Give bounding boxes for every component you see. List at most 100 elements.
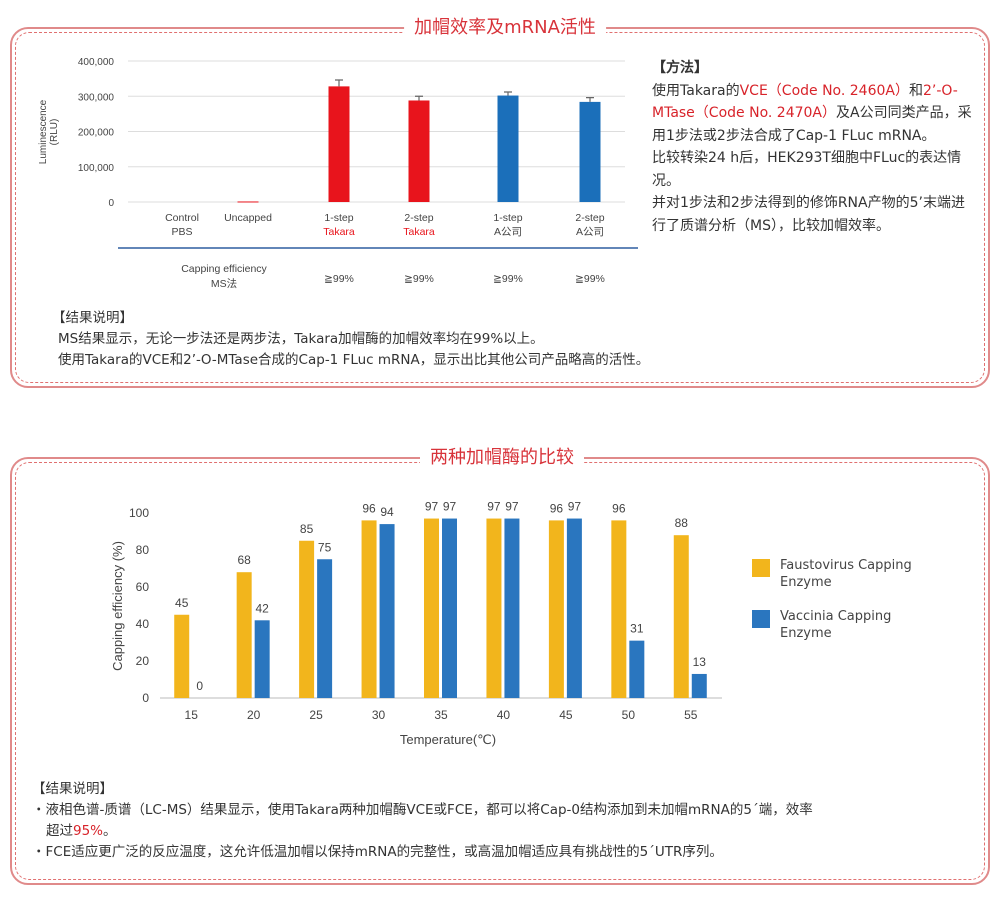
method-p2: 比较转染24 h后，HEK293T细胞中FLuc的表达情况。 [652, 150, 962, 189]
data-label: 97 [568, 500, 582, 514]
x-tick-label: 30 [372, 708, 386, 722]
y-tick-label: 60 [136, 580, 150, 594]
data-label: 0 [196, 679, 203, 693]
x-tick-label: 45 [559, 708, 573, 722]
text: 。 [103, 823, 117, 839]
legend-label: Faustovirus Capping [780, 558, 912, 573]
y-tick-label: 20 [136, 654, 150, 668]
results-heading: 【结果说明】 [32, 781, 113, 797]
vce-product: VCE（Code No. 2460A） [739, 82, 909, 99]
results-line: 使用Takara的VCE和2’-O-MTase合成的Cap-1 FLuc mRN… [58, 352, 650, 368]
error-bar [504, 91, 512, 96]
bar [236, 572, 252, 698]
legend-item-vaccinia: Vaccinia Capping Enzyme [752, 608, 920, 642]
x-tick-label: 35 [434, 708, 448, 722]
efficiency-row-label: Capping efficiency [181, 263, 267, 275]
y-tick-label: 100,000 [78, 163, 115, 174]
efficiency-value: ≧99% [493, 273, 523, 285]
x-tick-label: Takara [403, 226, 435, 238]
results-bullet-1: ・液相色谱-质谱（LC-MS）结果显示，使用Takara两种加帽酶VCE或FCE… [32, 802, 813, 818]
legend-label: Enzyme [780, 626, 832, 641]
x-tick-label: 2-step [575, 212, 604, 224]
bar [317, 559, 333, 698]
efficiency-value: ≧99% [575, 273, 605, 285]
x-tick-label: 1-step [493, 212, 522, 224]
bar [254, 620, 270, 698]
data-label: 13 [693, 655, 707, 669]
x-tick-label: 15 [185, 708, 199, 722]
data-label: 97 [487, 500, 501, 514]
data-label: 88 [675, 516, 689, 530]
x-tick-label: A公司 [494, 226, 522, 238]
bar [486, 518, 502, 698]
legend-swatch [752, 559, 770, 577]
method-text: 【方法】 使用Takara的VCE（Code No. 2460A）和2’-O-M… [652, 57, 977, 237]
x-tick-label: 55 [684, 708, 698, 722]
results-1: 【结果说明】 MS结果显示，无论一步法还是两步法，Takara加帽酶的加帽效率均… [52, 308, 952, 371]
data-label: 85 [300, 522, 314, 536]
section-capping-activity: 加帽效率及mRNA活性 [10, 15, 990, 388]
bar [424, 518, 439, 698]
capping-efficiency-chart: 0 20 40 60 80 100 Capping efficiency (%) Temper… [110, 500, 722, 747]
x-tick-label: 1-step [324, 212, 353, 224]
method-heading: 【方法】 [652, 60, 708, 76]
data-label: 96 [612, 501, 626, 515]
text: 超过 [46, 823, 73, 839]
bar [328, 86, 350, 202]
efficiency-value: ≧99% [324, 273, 354, 285]
data-label: 31 [630, 622, 644, 636]
data-label: 94 [380, 505, 394, 519]
y-axis-label: Luminescence(RLU) [38, 99, 60, 164]
data-label: 75 [318, 540, 332, 554]
x-axis-label: Temperature(℃) [400, 732, 496, 747]
bar [408, 100, 430, 202]
x-tick-label: 40 [497, 708, 511, 722]
legend-swatch [752, 610, 770, 628]
y-tick-label: 300,000 [78, 92, 115, 103]
data-label: 97 [425, 500, 439, 514]
text: 和 [908, 82, 923, 99]
y-tick-label: 40 [136, 617, 150, 631]
bar [237, 201, 259, 203]
data-label: 97 [505, 500, 519, 514]
results-bullet-1-cont: 超过95%。 [32, 821, 972, 842]
data-label: 45 [175, 596, 189, 610]
method-p3: 并对1步法和2步法得到的修饰RNA产物的5’末端进行了质谱分析（MS），比较加帽… [652, 195, 965, 234]
efficiency-row-method: MS法 [211, 277, 237, 290]
bar [361, 520, 377, 698]
y-axis-label: Capping efficiency (%) [110, 541, 125, 671]
bar [299, 540, 315, 698]
highlight-95: 95% [73, 823, 104, 839]
bar [566, 518, 582, 698]
results-heading: 【结果说明】 [52, 310, 133, 326]
y-tick-label: 200,000 [78, 128, 115, 139]
y-tick-label: 0 [142, 691, 149, 705]
bar [174, 614, 190, 698]
results-line: MS结果显示，无论一步法还是两步法，Takara加帽酶的加帽效率均在99%以上。 [58, 331, 544, 347]
method-p1: 使用Takara的VCE（Code No. 2460A）和2’-O-MTase（… [652, 80, 977, 148]
x-tick-label: 25 [309, 708, 323, 722]
bar [691, 673, 707, 698]
bar [504, 518, 520, 698]
x-tick-label: 2-step [404, 212, 433, 224]
x-tick-label: Control [165, 212, 199, 224]
y-tick-label: 80 [136, 543, 150, 557]
data-label: 42 [255, 601, 269, 615]
text: 使用Takara的 [652, 82, 740, 99]
data-label: 68 [237, 553, 251, 567]
y-tick-label: 400,000 [78, 57, 115, 68]
data-label: 96 [362, 501, 376, 515]
mtase-product: 2’-O-MTase（Code No. 2470A） [652, 82, 958, 122]
x-tick-label: 50 [622, 708, 636, 722]
x-tick-label: Uncapped [224, 212, 272, 224]
x-tick-label: 20 [247, 708, 261, 722]
data-label: 97 [443, 500, 457, 514]
y-tick-label: 0 [108, 198, 114, 209]
bar [442, 518, 457, 698]
error-bar [586, 97, 594, 102]
luminescence-chart: 0 100,000 200,000 300,000 400,000 Luminescenc… [38, 57, 638, 290]
bar [673, 535, 689, 698]
error-bar [415, 95, 423, 101]
legend-item-faustovirus: Faustovirus Capping Enzyme [752, 557, 920, 591]
data-label: 96 [550, 501, 564, 515]
